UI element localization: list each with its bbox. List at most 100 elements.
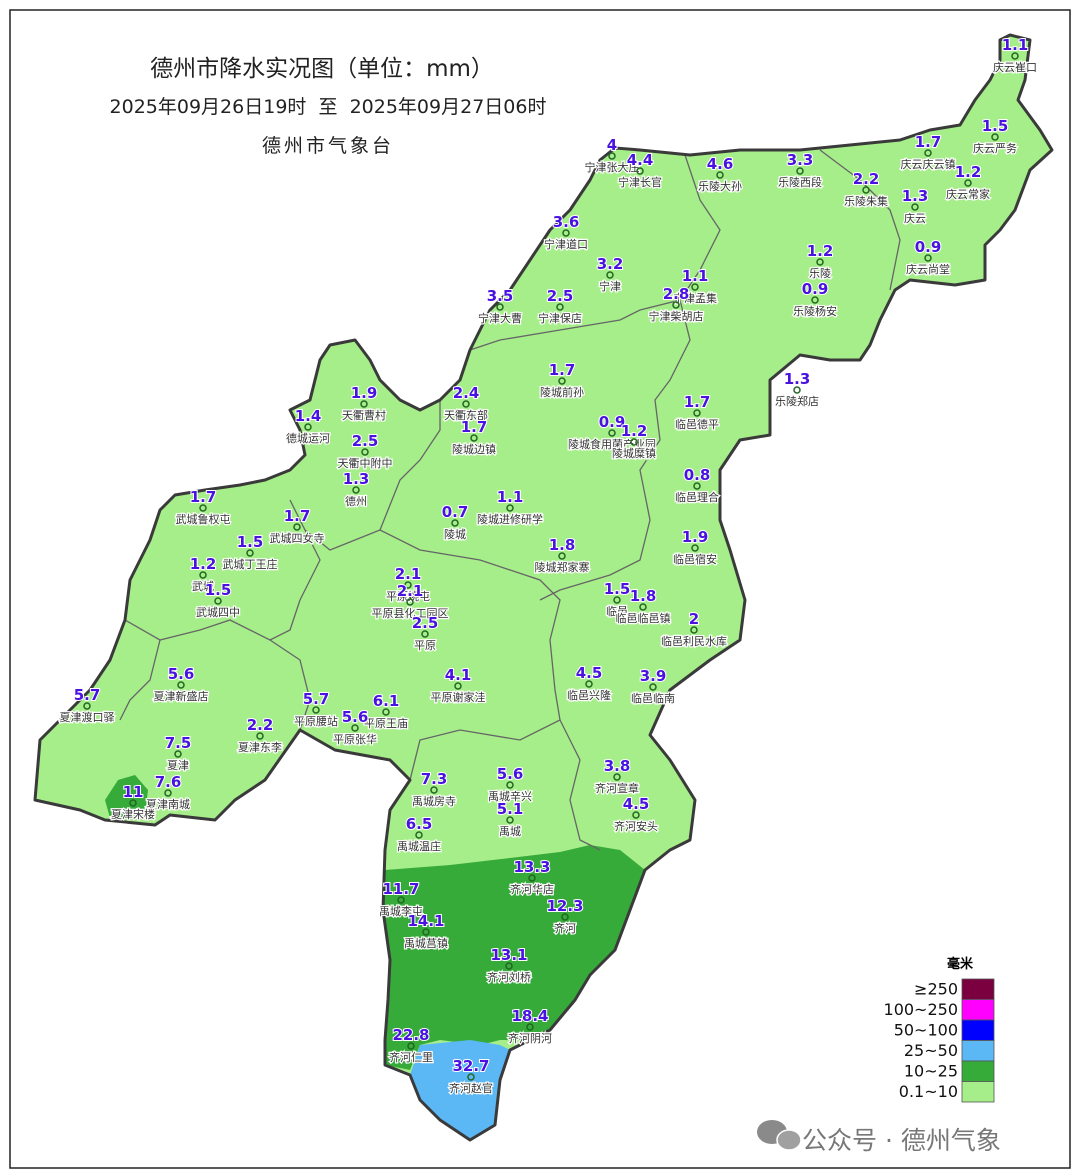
- station-dot: [199, 504, 207, 512]
- station-dot: [360, 400, 368, 408]
- station-dot: [793, 386, 801, 394]
- map-title: 德州市降水实况图（单位：mm）: [150, 56, 494, 82]
- legend-label: 0.1~10: [899, 1082, 958, 1101]
- station-dot: [556, 303, 564, 311]
- station-dot: [606, 271, 614, 279]
- station-value: 11: [123, 783, 144, 801]
- legend-swatch: [961, 978, 995, 1000]
- legend-label: 50~100: [894, 1021, 958, 1040]
- station-value: 1.2: [621, 422, 648, 440]
- station-value: 1.7: [915, 133, 942, 151]
- station-value: 14.1: [407, 912, 444, 930]
- station-dot: [470, 434, 478, 442]
- station-value: 1.2: [190, 555, 217, 573]
- station-dot: [613, 596, 621, 604]
- station-value: 11.7: [382, 880, 419, 898]
- region-layer: [33, 33, 1054, 1142]
- station-value: 2.5: [547, 287, 574, 305]
- station-name: 临邑理合: [675, 490, 719, 504]
- station-name: 武城鲁权屯: [176, 512, 231, 526]
- watermark: 公众号 · 德州气象: [757, 1120, 1001, 1155]
- station-name: 禹城李屯: [379, 904, 423, 918]
- station-dot: [256, 732, 264, 740]
- station-name: 临邑利民水库: [661, 634, 727, 648]
- legend-label: 100~250: [884, 1000, 958, 1019]
- station-dot: [506, 504, 514, 512]
- legend-swatch: [961, 1081, 995, 1103]
- station-dot: [562, 229, 570, 237]
- station-value: 1.5: [237, 533, 264, 551]
- station-dot: [174, 750, 182, 758]
- station-value: 6.5: [406, 815, 433, 833]
- station-name: 乐陵朱集: [844, 194, 888, 208]
- station-value: 12.3: [546, 897, 583, 915]
- station-value: 2.4: [453, 384, 480, 402]
- station-dot: [406, 598, 414, 606]
- legend-swatch: [961, 1060, 995, 1082]
- legend-title: 毫米: [947, 956, 974, 972]
- station-dot: [506, 816, 514, 824]
- station-name: 乐陵大孙: [698, 179, 742, 193]
- station-name: 齐河安头: [614, 819, 658, 833]
- station-name: 夏津宋楼: [111, 807, 155, 821]
- station-value: 3.6: [553, 213, 580, 231]
- station-value: 7.5: [165, 734, 192, 752]
- station-name: 天衢中附中: [338, 456, 393, 470]
- station-name: 武城: [192, 580, 214, 593]
- station-name: 陵城郑家寨: [535, 560, 590, 574]
- station-value: 4.5: [623, 795, 650, 813]
- station-value: 1.7: [549, 361, 576, 379]
- map-source: 德州市气象台: [262, 135, 394, 157]
- station-name: 临邑德平: [675, 417, 719, 431]
- station-value: 1.7: [190, 488, 217, 506]
- station-value: 1.5: [982, 117, 1009, 135]
- station-dot: [558, 377, 566, 385]
- station-name: 夏津渡口驿: [60, 710, 115, 724]
- station-name: 德城运河: [286, 431, 330, 445]
- station-name: 陵城前孙: [540, 385, 584, 399]
- station-name: 宁津: [599, 279, 621, 293]
- station-value: 1.3: [784, 370, 811, 388]
- station-value: 3.9: [640, 667, 667, 685]
- station-name: 禹城温庄: [397, 839, 441, 853]
- station-dot: [964, 179, 972, 187]
- station-dot: [407, 1042, 415, 1050]
- legend-swatch: [961, 1040, 995, 1062]
- station-value: 13.3: [513, 858, 550, 876]
- station-value: 0.9: [802, 280, 829, 298]
- station-dot: [1011, 52, 1019, 60]
- station-value: 1.7: [461, 418, 488, 436]
- station-name: 平原: [414, 639, 436, 652]
- station-value: 2.2: [247, 716, 274, 734]
- station-value: 2.1: [395, 565, 422, 583]
- city-outline: [33, 33, 1054, 1142]
- station-dot: [862, 186, 870, 194]
- station-dot: [672, 301, 680, 309]
- station-name: 齐河赵官: [449, 1081, 493, 1095]
- station-value: 3.3: [787, 151, 814, 169]
- station-name: 临邑: [606, 604, 628, 618]
- station-value: 0.7: [442, 503, 469, 521]
- station-name: 庆云: [904, 211, 926, 225]
- station-value: 1.7: [684, 393, 711, 411]
- station-dot: [351, 724, 359, 732]
- station-value: 1.2: [955, 163, 982, 181]
- station-dot: [214, 597, 222, 605]
- station-dot: [361, 448, 369, 456]
- station-name: 宁津张大庄: [585, 160, 640, 174]
- station-dot: [924, 254, 932, 262]
- station-name: 禹城莒镇: [404, 936, 448, 950]
- station-name: 禹城辛兴: [488, 789, 532, 803]
- station-value: 3.2: [597, 255, 624, 273]
- station-name: 庆云庆云镇: [901, 157, 956, 171]
- legend-swatch: [961, 999, 995, 1021]
- station-name: 齐河华店: [510, 882, 554, 896]
- station-dot: [911, 203, 919, 211]
- station-dot: [496, 303, 504, 311]
- station-value: 1.4: [295, 407, 322, 425]
- station-dot: [991, 133, 999, 141]
- station-value: 5.7: [74, 686, 101, 704]
- station-name: 齐河阴河: [508, 1031, 552, 1045]
- station-name: 平原县化工园区: [372, 606, 449, 620]
- station-value: 1.9: [351, 384, 378, 402]
